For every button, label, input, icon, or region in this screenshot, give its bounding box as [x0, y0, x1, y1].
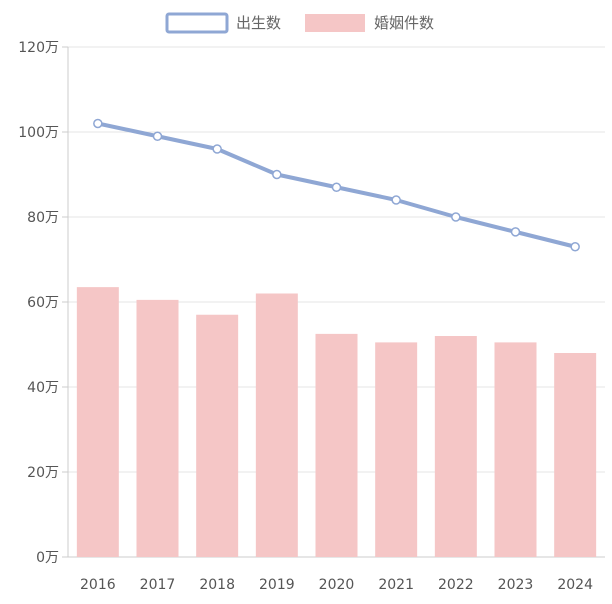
y-tick-label: 100万 — [18, 125, 59, 141]
x-tick-label: 2024 — [557, 577, 593, 593]
x-tick-label: 2016 — [80, 577, 116, 593]
y-tick-label: 40万 — [27, 380, 59, 396]
y-tick-label: 60万 — [27, 295, 59, 311]
bar-series — [76, 287, 597, 558]
legend-label-line[interactable]: 出生数 — [236, 14, 281, 32]
line-point-2018[interactable] — [212, 144, 222, 154]
bar-2017[interactable] — [136, 299, 179, 557]
line-point-2020[interactable] — [331, 182, 342, 192]
x-tick-label: 2018 — [199, 577, 235, 593]
y-tick-label: 80万 — [27, 210, 59, 226]
bar-2020[interactable] — [315, 333, 358, 557]
line-series — [93, 118, 580, 252]
legend-label-bar[interactable]: 婚姻件数 — [374, 14, 434, 32]
line-point-2016[interactable] — [93, 118, 103, 129]
x-tick-label: 2023 — [498, 577, 534, 593]
y-tick-label: 0万 — [36, 550, 59, 566]
y-tick-label: 120万 — [18, 40, 59, 56]
line-point-2022[interactable] — [451, 212, 461, 222]
x-tick-label: 2020 — [319, 577, 355, 593]
bar-2023[interactable] — [494, 342, 537, 557]
bar-2018[interactable] — [196, 314, 239, 557]
legend-item-bar[interactable]: 婚姻件数 — [305, 14, 434, 32]
line-point-2023[interactable] — [510, 227, 521, 237]
x-tick-label: 2022 — [438, 577, 474, 593]
bar-2022[interactable] — [434, 336, 477, 557]
bar-2016[interactable] — [76, 287, 119, 557]
line-point-2024[interactable] — [570, 242, 580, 252]
tick-labels: 0万 20万 40万 60万 80万 100万 120万 2016 2017 2018 2019 20… — [18, 40, 593, 593]
line-point-2021[interactable] — [391, 195, 401, 205]
legend-swatch-line[interactable] — [165, 12, 229, 34]
x-tick-label: 2017 — [140, 577, 176, 593]
line-point-2017[interactable] — [152, 131, 163, 141]
legend-swatch-bar[interactable] — [305, 14, 365, 32]
bar-2021[interactable] — [375, 342, 418, 557]
legend-item-line[interactable]: 出生数 — [165, 12, 281, 34]
x-tick-label: 2019 — [259, 577, 295, 593]
line-point-2019[interactable] — [272, 169, 282, 180]
legend[interactable]: 出生数 婚姻件数 — [165, 12, 434, 34]
y-tick-label: 20万 — [27, 465, 59, 481]
x-tick-label: 2021 — [378, 577, 414, 593]
bar-2019[interactable] — [255, 293, 298, 558]
bar-2024[interactable] — [554, 353, 597, 557]
